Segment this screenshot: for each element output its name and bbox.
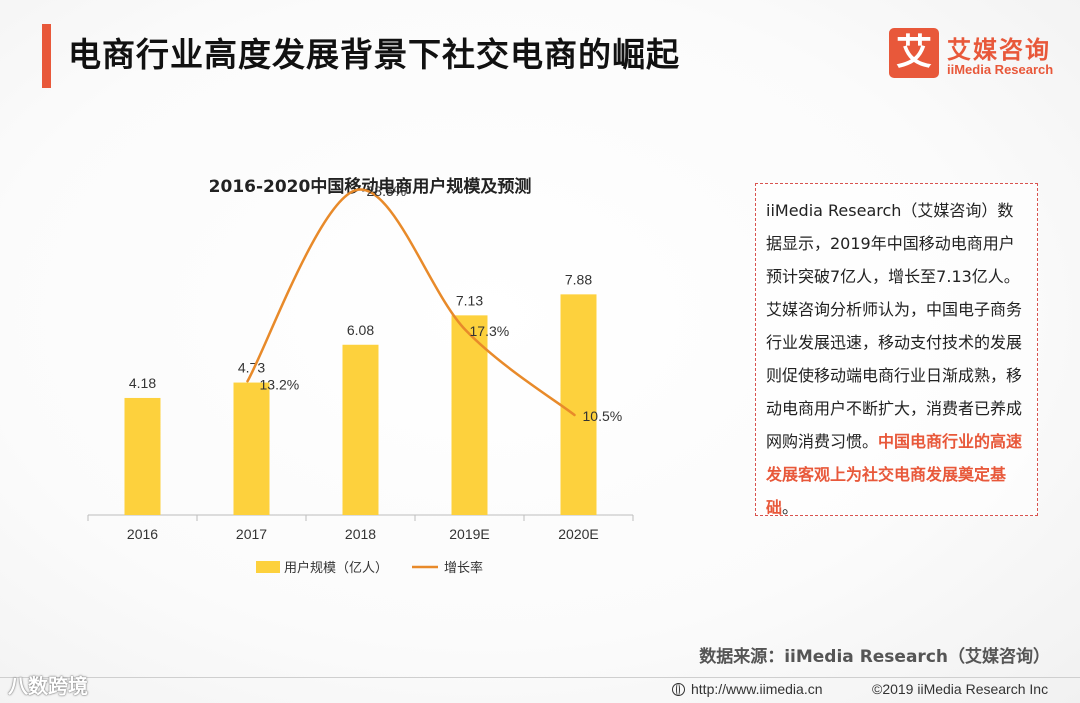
- logo-mark-icon: 艾: [889, 28, 939, 78]
- footer-copyright: ©2019 iiMedia Research Inc: [872, 681, 1049, 697]
- x-tick-label: 2018: [345, 526, 376, 542]
- legend-bar-label: 用户规模（亿人）: [284, 560, 388, 576]
- footer-url[interactable]: http://www.iimedia.cn: [672, 681, 823, 697]
- bar-2017: [233, 382, 270, 515]
- legend-bar-swatch: [256, 561, 280, 573]
- logo-name-cn: 艾媒咨询: [947, 36, 1051, 64]
- watermark: 八数跨境: [8, 674, 88, 698]
- bar-2019E: [451, 315, 488, 515]
- chart-title: 2016-2020中国移动电商用户规模及预测: [208, 177, 532, 197]
- growth-rate-label: 10.5%: [583, 408, 623, 424]
- globe-icon: [672, 682, 685, 696]
- growth-rate-line: [246, 188, 576, 417]
- x-tick-label: 2016: [127, 526, 158, 542]
- iimedia-logo: 艾 艾媒咨询 iiMedia Research: [889, 28, 1069, 84]
- title-accent-bar: [42, 24, 51, 88]
- x-tick-label: 2020E: [558, 526, 598, 542]
- x-tick-label: 2017: [236, 526, 267, 542]
- bar-2018: [342, 344, 379, 515]
- page-title: 电商行业高度发展背景下社交电商的崛起: [68, 35, 680, 74]
- analysis-textbox: iiMedia Research（艾媒咨询）数据显示，2019年中国移动电商用户…: [755, 183, 1038, 517]
- x-tick-label: 2019E: [449, 526, 489, 542]
- analysis-highlight: 中国电商行业的高速发展客观上为社交电商发展奠定基础: [766, 432, 1023, 517]
- bar-value-label: 4.18: [129, 375, 156, 391]
- growth-rate-label: 28.5%: [367, 183, 407, 199]
- footer-divider: [0, 677, 1080, 678]
- bar-2016: [124, 397, 161, 515]
- legend-line-label: 增长率: [444, 560, 483, 576]
- analysis-text-end: 。: [782, 498, 799, 517]
- bar-2020E: [560, 294, 597, 515]
- analysis-text: iiMedia Research（艾媒咨询）数据显示，2019年中国移动电商用户…: [766, 201, 1023, 451]
- bar-value-label: 6.08: [347, 322, 374, 338]
- bar-value-label: 4.73: [238, 360, 265, 376]
- logo-name-en: iiMedia Research: [947, 62, 1054, 77]
- chart-canvas: 4.18 2016 4.73 2017 6.08 2018 7.13 2019E 7.88 202…: [87, 183, 634, 576]
- footer-url-text[interactable]: http://www.iimedia.cn: [691, 681, 823, 697]
- growth-rate-label: 17.3%: [470, 323, 510, 339]
- data-source: 数据来源：iiMedia Research（艾媒咨询）: [699, 647, 1050, 667]
- bar-value-label: 7.13: [456, 292, 483, 308]
- bar-value-label: 7.88: [565, 271, 592, 287]
- growth-rate-label: 13.2%: [260, 376, 300, 392]
